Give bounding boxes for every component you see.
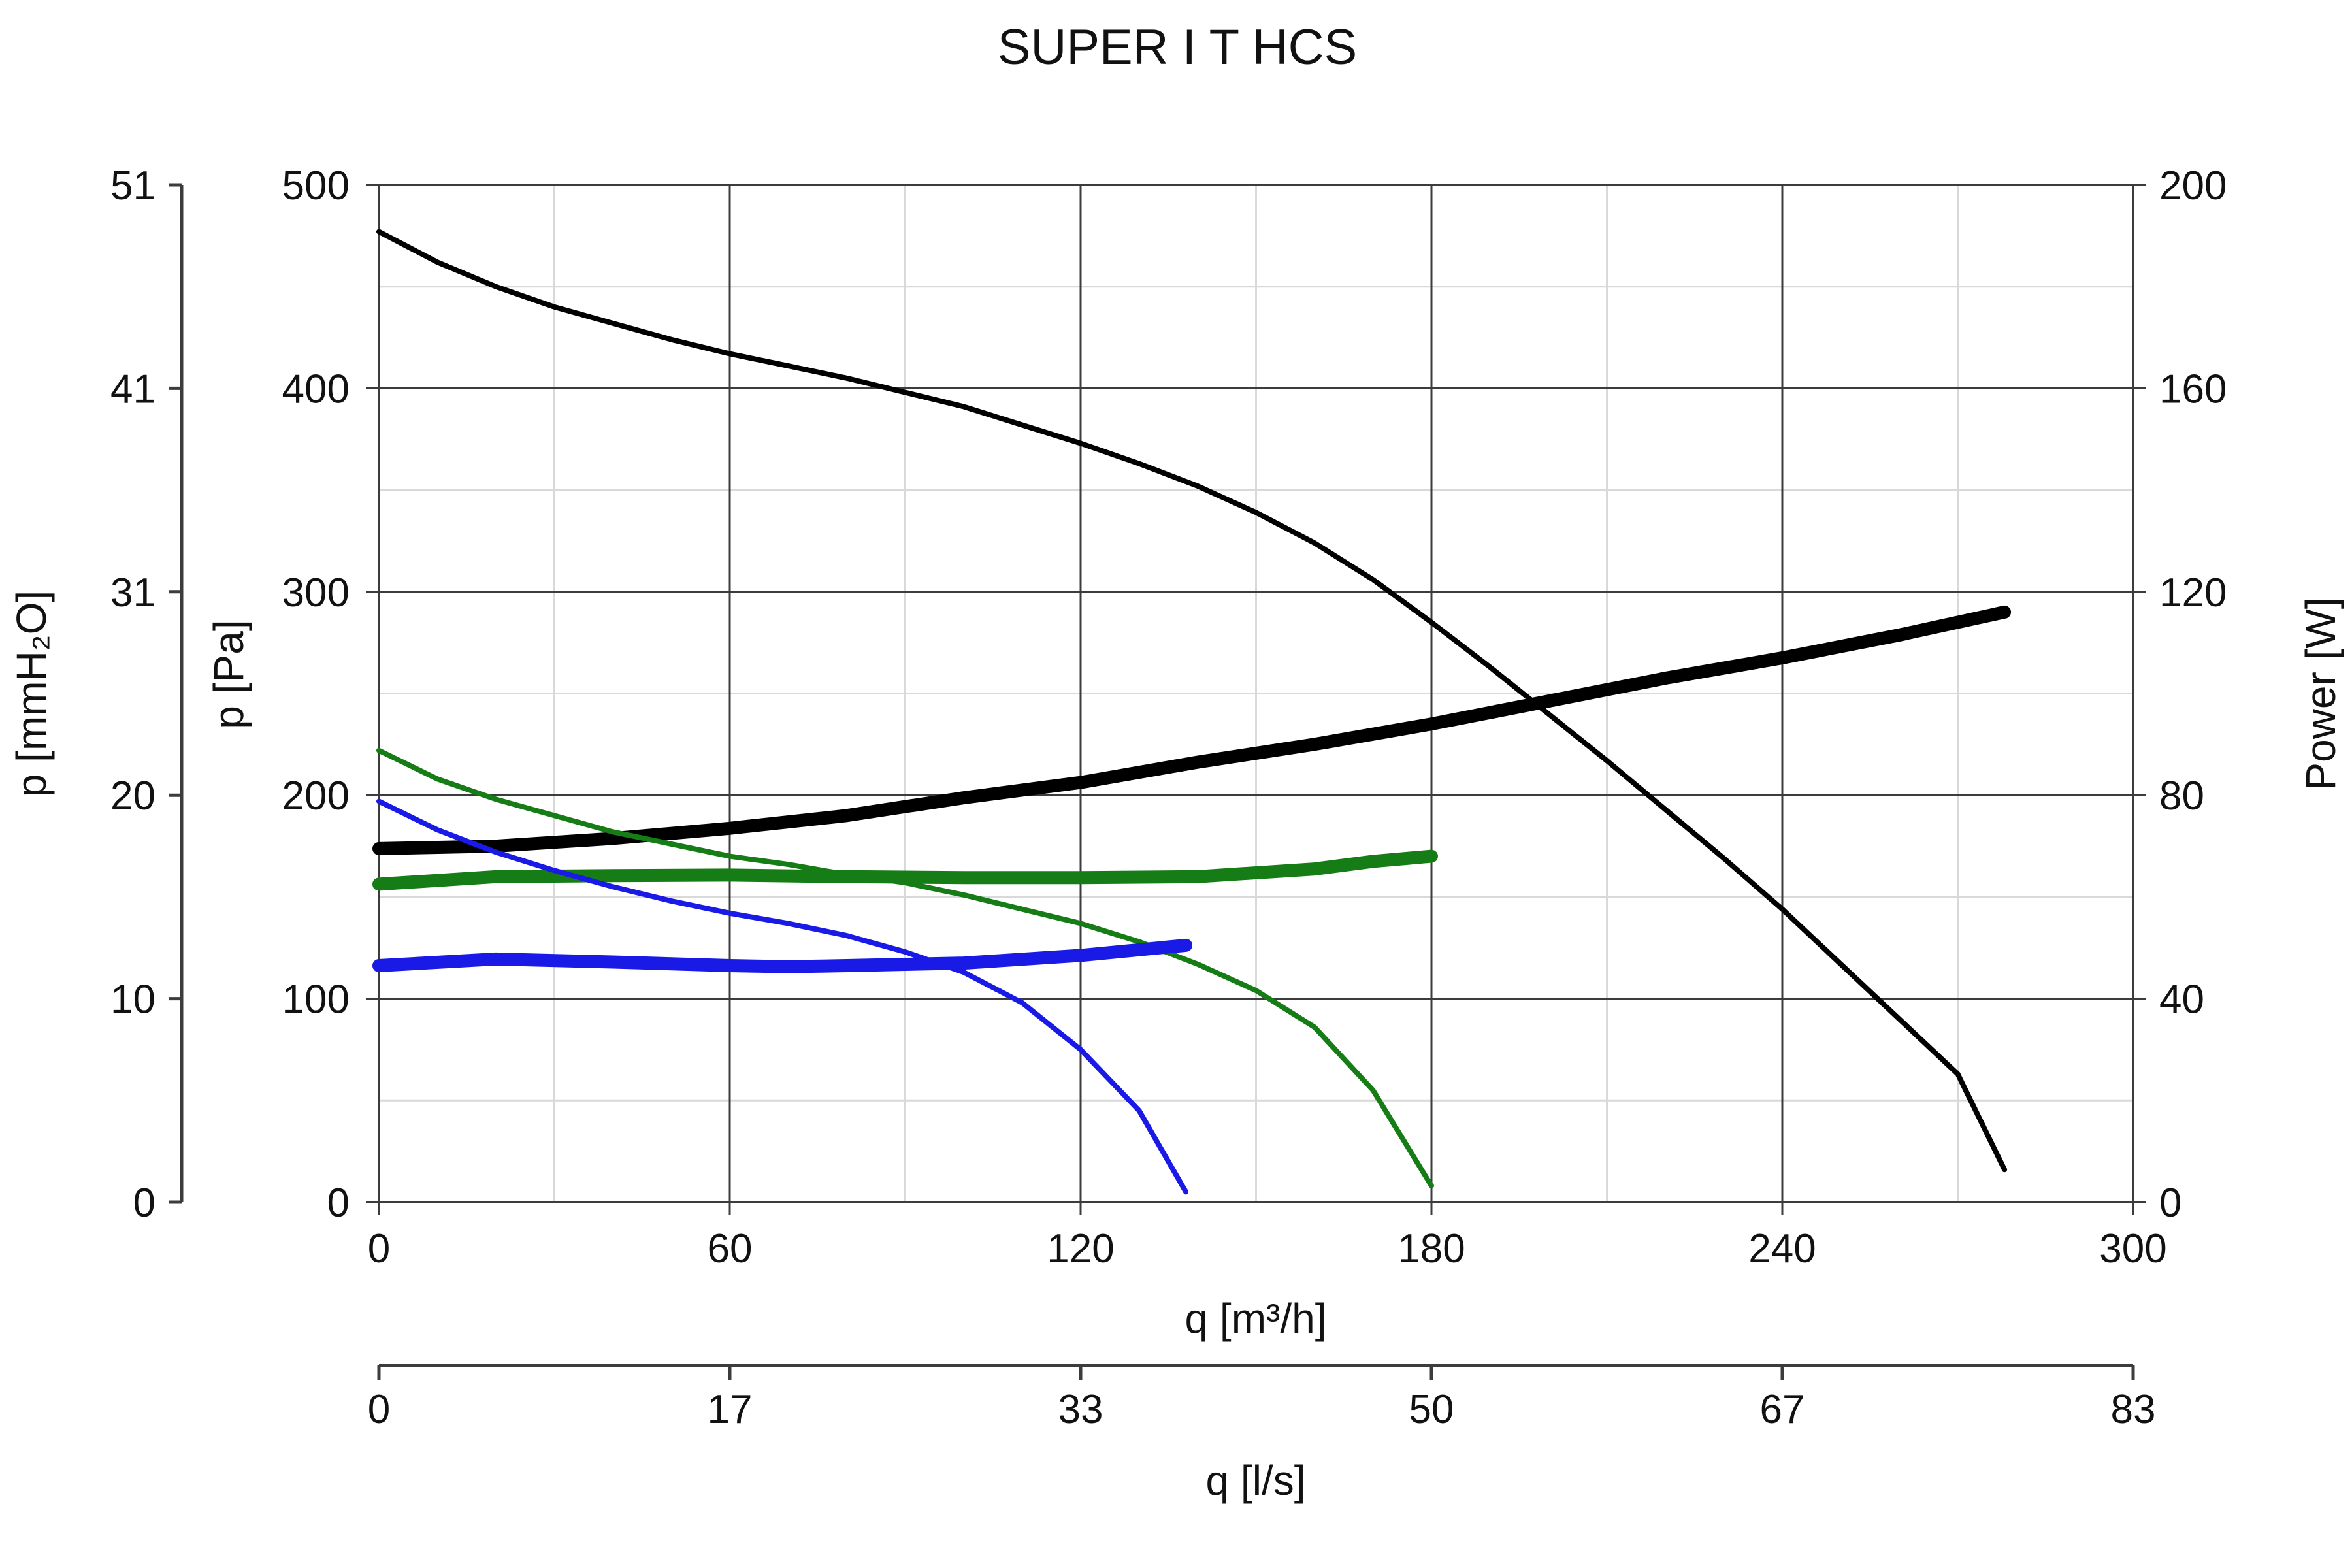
x-axis-label: q [m³/h] xyxy=(1185,1295,1327,1342)
y-tick-label: 0 xyxy=(327,1181,350,1226)
x2-tick-label: 83 xyxy=(2111,1387,2156,1432)
series-line-power-5 xyxy=(372,938,1193,973)
y-tick-label: 500 xyxy=(282,163,350,208)
x-tick-label: 60 xyxy=(708,1226,753,1271)
series-layer xyxy=(372,229,2012,1195)
y-outer-tick-label: 0 xyxy=(133,1181,155,1226)
series-line-pressure-4 xyxy=(376,798,1189,1195)
y-tick-label: 100 xyxy=(282,977,350,1022)
grid-minor xyxy=(379,185,2133,1202)
y2-tick-label: 40 xyxy=(2159,977,2204,1022)
series-line-power-1 xyxy=(372,605,2012,855)
y-outer-tick-label: 31 xyxy=(110,570,155,615)
x-tick-label: 240 xyxy=(1748,1226,1816,1271)
y2-tick-label: 200 xyxy=(2159,163,2227,208)
y2-tick-label: 120 xyxy=(2159,570,2227,615)
y-outer-axis-label: p [mmH₂O] xyxy=(8,591,55,797)
y2-tick-label: 160 xyxy=(2159,367,2227,412)
y-tick-label: 200 xyxy=(282,774,350,819)
y2-tick-label: 80 xyxy=(2159,774,2204,819)
x2-tick-label: 33 xyxy=(1058,1387,1103,1432)
chart-title: SUPER I T HCS xyxy=(998,20,1357,75)
x-tick-label: 120 xyxy=(1047,1226,1114,1271)
x2-tick-label: 67 xyxy=(1760,1387,1805,1432)
series-line-pressure-0 xyxy=(376,229,2008,1173)
x-tick-label: 180 xyxy=(1397,1226,1465,1271)
x-tick-label: 0 xyxy=(368,1226,390,1271)
x2-tick-label: 50 xyxy=(1409,1387,1454,1432)
y-axis-label: p [Pa] xyxy=(205,619,252,728)
x2-tick-label: 0 xyxy=(368,1387,390,1432)
y-outer-tick-label: 20 xyxy=(110,774,155,819)
y-tick-label: 300 xyxy=(282,570,350,615)
x-tick-label: 300 xyxy=(2099,1226,2166,1271)
y2-axis-label: Power [W] xyxy=(2297,597,2344,790)
y-tick-label: 400 xyxy=(282,367,350,412)
y2-tick-label: 0 xyxy=(2159,1181,2181,1226)
y-outer-tick-label: 41 xyxy=(110,367,155,412)
y-outer-tick-label: 10 xyxy=(110,977,155,1022)
x2-axis-label: q [l/s] xyxy=(1206,1457,1306,1504)
x2-tick-label: 17 xyxy=(708,1387,753,1432)
y-outer-tick-label: 51 xyxy=(110,163,155,208)
